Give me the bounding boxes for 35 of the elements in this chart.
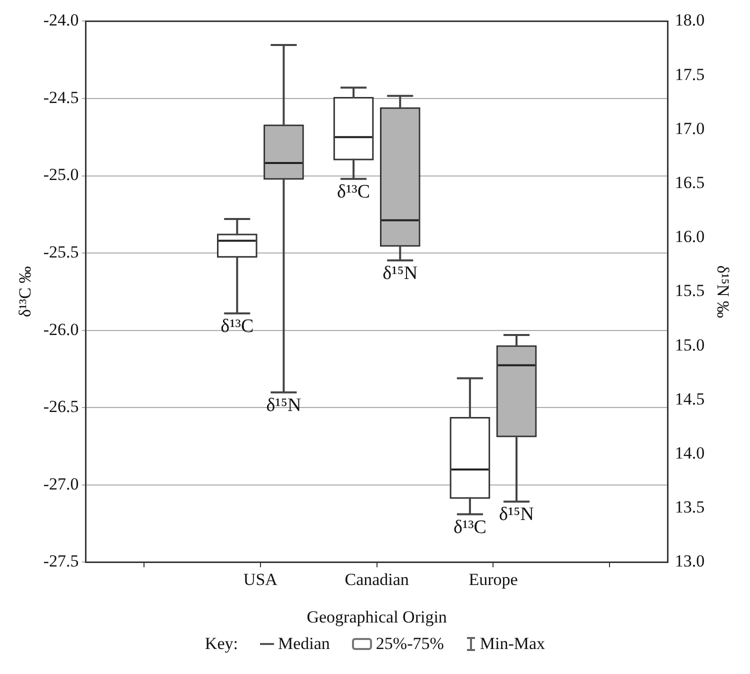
y2-tick-label: 18.0 bbox=[674, 10, 705, 30]
y2-tick-label: 15.0 bbox=[674, 335, 705, 354]
y2-tick-label: 13.5 bbox=[674, 498, 705, 517]
y-tick-label: -26.0 bbox=[43, 320, 79, 339]
y2-tick-label: 17.5 bbox=[674, 64, 705, 84]
y-tick-label: -24.0 bbox=[43, 10, 79, 30]
text: Min-Max bbox=[480, 634, 546, 654]
series-label: δ¹³C bbox=[453, 516, 486, 538]
y-tick-label: -27.5 bbox=[43, 552, 79, 571]
series-label: δ¹⁵N bbox=[382, 262, 418, 284]
text: δ¹³C bbox=[337, 181, 370, 202]
text: δ¹³C bbox=[220, 316, 254, 337]
y2-tick-label: 14.5 bbox=[674, 389, 705, 408]
y-tick-label: -25.5 bbox=[43, 242, 79, 262]
y-tick-label: -25.0 bbox=[43, 165, 79, 184]
y2-tick-label: 16.5 bbox=[674, 172, 705, 192]
x-axis-title: Geographical Origin bbox=[306, 607, 448, 626]
text: Key: bbox=[204, 634, 238, 654]
y-tick-label: -27.0 bbox=[43, 474, 79, 494]
y-tick-label: -24.5 bbox=[43, 88, 79, 107]
x-tick-label: Europe bbox=[468, 570, 518, 589]
text: 25%-75% bbox=[376, 634, 444, 654]
y2-tick-label: 15.5 bbox=[674, 281, 705, 300]
text: δ¹⁵N bbox=[499, 504, 534, 526]
x-tick-label: Canadian bbox=[344, 570, 410, 589]
y2-tick-label: 17.0 bbox=[674, 118, 705, 138]
x-tick-label: USA bbox=[243, 570, 278, 589]
y-tick-label: -26.5 bbox=[43, 397, 79, 416]
y2-tick-label: 16.0 bbox=[674, 227, 705, 246]
y2-tick-label: 14.0 bbox=[674, 443, 705, 462]
text: Median bbox=[278, 634, 330, 654]
y2-axis-title: δ¹⁵N ‰ bbox=[713, 265, 732, 318]
y-axis-title: δ¹³C ‰ bbox=[16, 266, 35, 318]
y2-tick-label: 13.0 bbox=[674, 552, 705, 571]
text: δ¹⁵N bbox=[266, 394, 302, 416]
